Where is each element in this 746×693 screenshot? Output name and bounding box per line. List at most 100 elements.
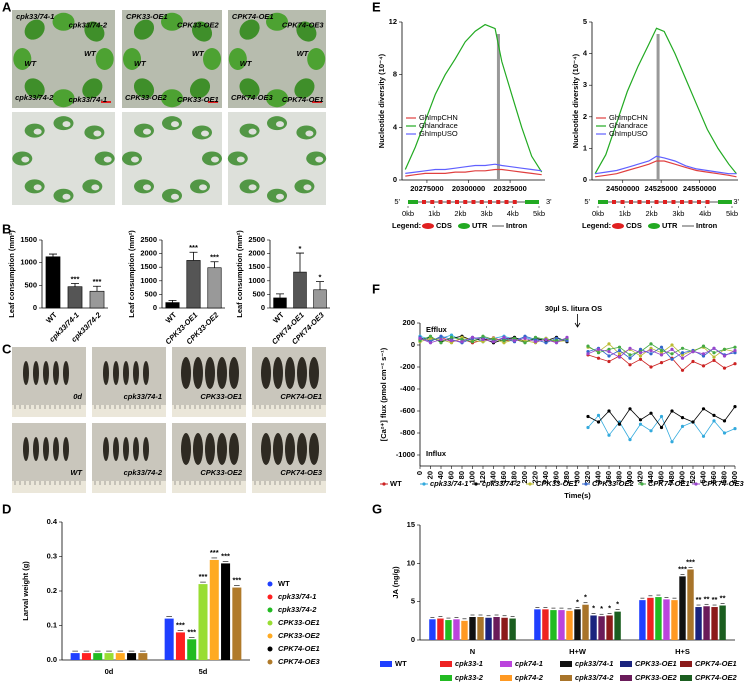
gene-cds: [512, 200, 517, 204]
data-point: [439, 334, 443, 338]
bar: [655, 597, 662, 640]
data-point: [523, 336, 527, 340]
gene-cds: [471, 200, 476, 204]
gene-end: 3': [733, 197, 739, 206]
gene-end: 5': [394, 197, 400, 206]
data-point: [607, 342, 611, 346]
data-point: [670, 409, 674, 413]
leaf-hole: [211, 156, 219, 163]
larva: [261, 357, 271, 389]
bar: [509, 618, 516, 640]
x-tick-label: 460: [656, 471, 665, 484]
leaf-hole: [276, 121, 284, 128]
x-tick-label: 440: [646, 471, 655, 484]
x-tick-label: 240: [541, 471, 550, 484]
data-point: [638, 418, 643, 422]
gene-tick-label: 3kb: [481, 209, 493, 218]
bar: [138, 653, 148, 660]
significance: ***: [93, 277, 102, 286]
legend-label: cpk33/74-2: [575, 673, 614, 682]
leaf-hole: [131, 156, 139, 163]
x-tick-label: 20325000: [493, 184, 526, 193]
data-point: [512, 339, 517, 343]
gene-cds: [463, 200, 468, 204]
significance: *: [319, 273, 322, 282]
data-point: [607, 354, 611, 358]
error-bar: [296, 252, 304, 273]
legend-swatch: [267, 646, 273, 652]
significance: ***: [199, 572, 208, 581]
y-tick-label: 2000: [248, 249, 265, 258]
x-tick-label: 560: [709, 471, 718, 484]
y-tick-label: 4: [393, 122, 398, 131]
error-bar: [168, 299, 177, 303]
data-point: [607, 359, 611, 364]
legend-label: CPK33-OE2: [592, 479, 635, 488]
y-tick-label: 1: [583, 143, 587, 152]
bar: [209, 559, 219, 660]
data-point: [649, 365, 653, 369]
leaf: [266, 12, 288, 31]
larva: [217, 433, 227, 465]
significance: ***: [71, 275, 80, 284]
gene-legend-label: Intron: [696, 221, 718, 230]
legend-swatch: [620, 661, 632, 667]
leaf: [13, 48, 32, 70]
larva: [33, 437, 39, 461]
data-point: [523, 341, 527, 345]
scale-bar: [101, 101, 111, 103]
x-tick-label: 20275000: [410, 184, 443, 193]
legend-swatch: [267, 633, 273, 639]
photo-label: WT: [24, 59, 37, 68]
bar: [207, 267, 222, 309]
gene-cds: [504, 200, 509, 204]
gene-tick-label: 0kb: [592, 209, 604, 218]
larva: [297, 433, 307, 465]
gene-tick-label: 4kb: [699, 209, 711, 218]
y-axis-label: Leaf consumption (mm²): [127, 230, 136, 318]
bar: [671, 600, 678, 640]
y-tick-label: 1500: [140, 262, 157, 271]
bar: [70, 653, 80, 660]
larva: [123, 361, 129, 385]
data-point: [722, 419, 727, 423]
data-point: [607, 347, 611, 351]
bar: [477, 617, 484, 640]
x-tick-label: 20: [425, 471, 434, 479]
legend-swatch: [680, 661, 692, 667]
legend-label: cpk33-1: [455, 659, 483, 668]
significance: **: [696, 595, 702, 604]
legend-label: CPK33-OE1: [635, 659, 677, 668]
photo-label: CPK74-OE3: [280, 468, 323, 477]
gene-legend-label: CDS: [436, 221, 452, 230]
y-tick-label: 0.4: [47, 517, 58, 526]
y-tick-label: 500: [144, 289, 157, 298]
y-tick-label: 1000: [248, 276, 265, 285]
legend-swatch: [500, 675, 512, 681]
leaf: [123, 48, 141, 70]
error-bar: [210, 261, 219, 268]
y-tick-label: 200: [402, 318, 415, 327]
larva: [297, 357, 307, 389]
leaf: [189, 78, 211, 99]
data-point: [638, 354, 643, 358]
y-tick-label: -800: [400, 428, 415, 437]
ruler: [12, 405, 86, 417]
bar: [115, 653, 125, 660]
legend-swatch: [267, 594, 273, 600]
legend-label: cpk33-2: [455, 673, 484, 682]
series-line: [594, 27, 737, 175]
highlight: [496, 34, 500, 180]
gene-cds: [646, 200, 650, 204]
data-point: [701, 352, 706, 356]
data-point: [481, 334, 485, 338]
y-tick-label: 0: [411, 635, 415, 644]
bar: [590, 615, 597, 640]
data-point: [722, 347, 727, 351]
bar: [606, 615, 613, 640]
gene-end: 3': [546, 197, 552, 206]
data-point: [712, 358, 716, 362]
data-point: [659, 345, 664, 349]
y-tick-label: 2000: [140, 249, 157, 258]
ruler: [252, 481, 326, 493]
